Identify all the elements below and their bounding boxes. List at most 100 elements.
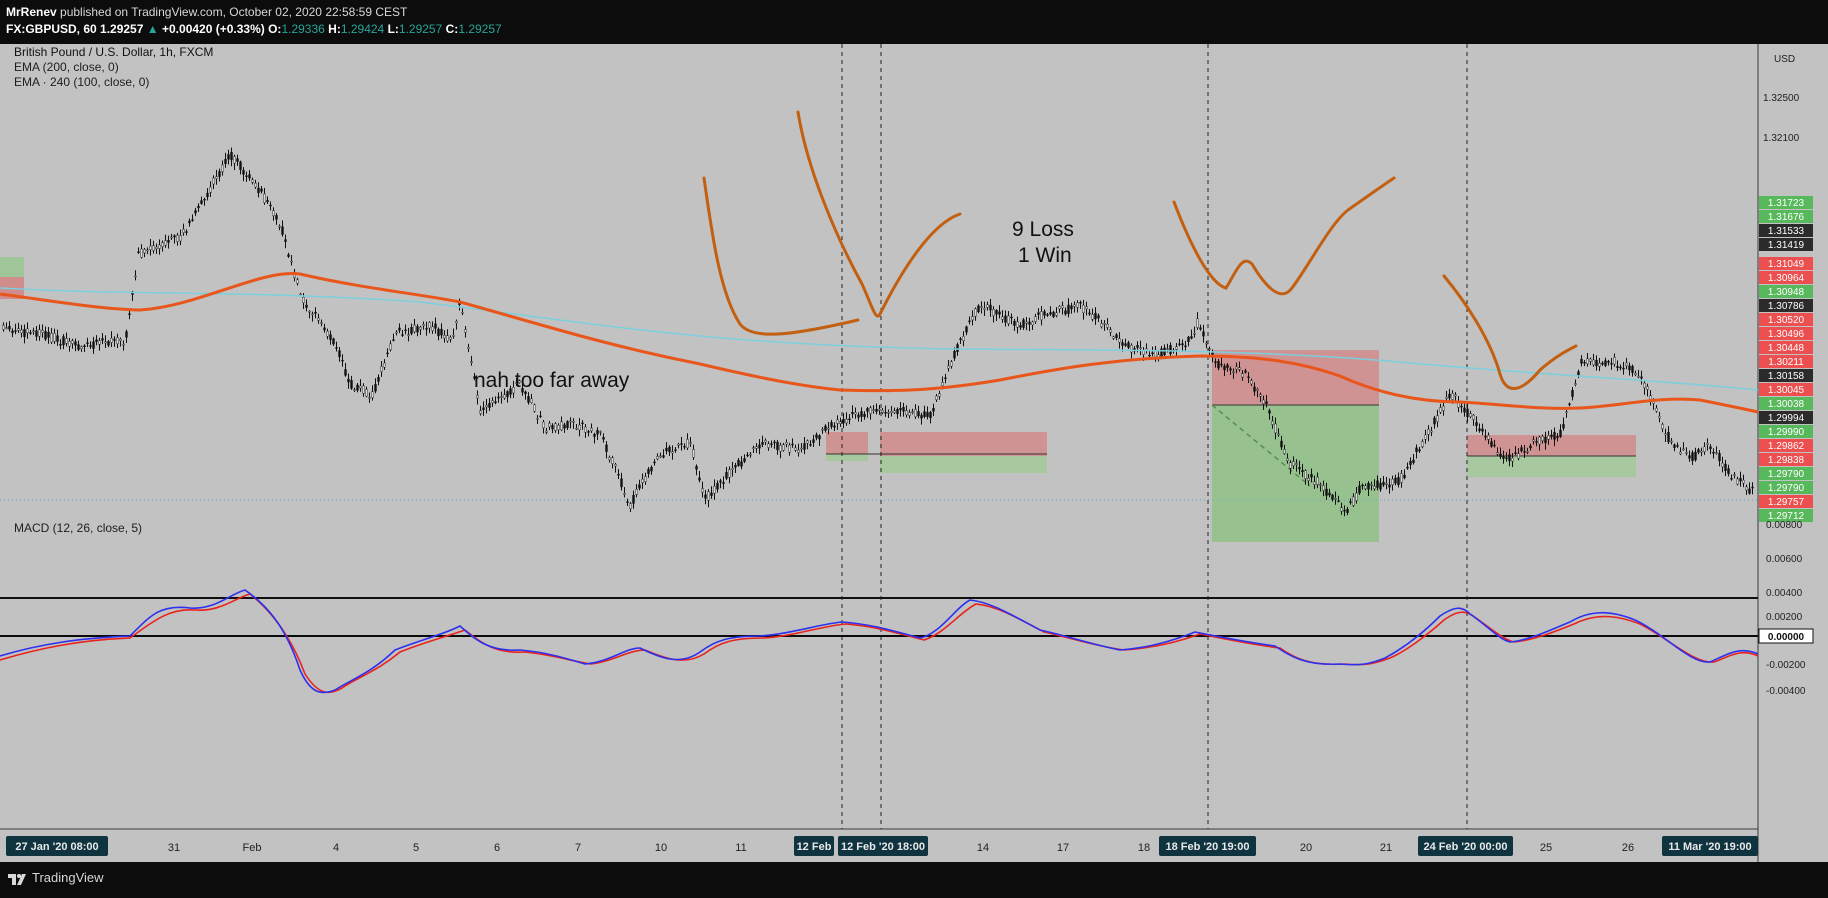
candle-body	[500, 396, 503, 398]
candle-body	[374, 384, 377, 392]
candle-body	[1319, 484, 1322, 486]
candle-body	[1136, 345, 1139, 348]
candle-body	[794, 447, 797, 451]
candle-body	[65, 338, 68, 344]
hand-drawn-curve	[796, 110, 962, 318]
candle-body	[677, 443, 680, 446]
candle-body	[332, 338, 335, 345]
candle-body	[1406, 466, 1409, 469]
candle-body	[821, 428, 824, 431]
candle-body	[215, 176, 218, 179]
candle-body	[1613, 357, 1616, 365]
candle-body	[542, 421, 545, 429]
price-label-text: 1.29838	[1768, 455, 1805, 466]
macd-zero-label-box	[1758, 628, 1814, 644]
candle-body	[1295, 463, 1298, 465]
candle-body	[110, 337, 113, 343]
candle-body	[1346, 509, 1349, 513]
legend-title[interactable]: British Pound / U.S. Dollar, 1h, FXCM	[14, 45, 214, 59]
legend-ema-240[interactable]: EMA · 240 (100, close, 0)	[14, 75, 150, 89]
price-axis-tick: 1.32100	[1763, 133, 1800, 144]
candle-body	[563, 424, 566, 429]
candle-body	[1466, 408, 1469, 418]
candle-body	[416, 326, 419, 333]
price-label-box	[1759, 224, 1813, 237]
chart-canvas[interactable]: 1.33000 USD 1.32500 1.32100 1.31723 1.31676 1.…	[0, 34, 1828, 862]
price-label-box	[1759, 467, 1813, 480]
macd-zero-label-text: 0.00000	[1768, 632, 1805, 643]
candle-body	[605, 444, 608, 452]
candle-body	[827, 427, 830, 430]
candle-body	[497, 396, 500, 399]
time-axis-highlight-text: 24 Feb '20 00:00	[1424, 841, 1508, 853]
candle-body	[908, 412, 911, 416]
time-axis-tick: 6	[494, 842, 500, 854]
note-text[interactable]: nah too far away	[474, 369, 630, 392]
legend-ema-200[interactable]: EMA (200, close, 0)	[14, 60, 119, 74]
candle-body	[623, 493, 626, 495]
candle-body	[1637, 375, 1640, 378]
candle-body	[314, 311, 317, 314]
chart-frame[interactable]: 1.33000 USD 1.32500 1.32100 1.31723 1.31676 1.…	[0, 34, 1828, 862]
candle-body	[383, 362, 386, 368]
author-name[interactable]: MrRenev	[6, 5, 57, 19]
candle-body	[947, 365, 950, 369]
candle-body	[1325, 488, 1328, 496]
candle-body	[410, 327, 413, 334]
candle-body	[200, 200, 203, 204]
candle-body	[1127, 342, 1130, 348]
stats-loss-text[interactable]: 9 Loss	[1012, 218, 1074, 241]
candle-body	[815, 434, 818, 439]
candle-body	[38, 329, 41, 337]
candle-body	[1169, 345, 1172, 355]
candle-body	[1574, 383, 1577, 385]
candle-body	[995, 309, 998, 315]
candle-body	[554, 423, 557, 431]
candle-body	[407, 334, 410, 336]
tradingview-logo[interactable]: TradingView	[8, 870, 104, 885]
price-axis-partial-label: 1.33000	[1764, 44, 1801, 45]
candle-body	[239, 161, 242, 170]
candle-body	[845, 418, 848, 424]
candle-body	[1037, 312, 1040, 315]
price-label-box	[1759, 196, 1813, 209]
candle-body	[1424, 434, 1427, 440]
candle-body	[602, 437, 605, 440]
price-label-text: 1.29790	[1768, 469, 1805, 480]
macd-axis-tick: -0.00200	[1766, 660, 1806, 671]
candle-body	[806, 440, 809, 444]
candle-body	[1610, 363, 1613, 365]
dashed-guides	[841, 44, 1468, 829]
candle-body	[962, 336, 965, 341]
candle-body	[1007, 315, 1010, 324]
price-label-box	[1759, 313, 1813, 326]
candle-body	[854, 412, 857, 415]
price-label-box	[1759, 285, 1813, 298]
candle-body	[251, 179, 254, 183]
candle-body	[842, 419, 845, 424]
candle-body	[152, 245, 155, 251]
stats-win-text[interactable]: 1 Win	[1018, 244, 1072, 267]
candle-body	[1355, 492, 1358, 501]
candle-body	[884, 412, 887, 414]
candle-body	[1013, 320, 1016, 326]
candle-body	[302, 297, 305, 303]
macd-legend[interactable]: MACD (12, 26, close, 5)	[14, 521, 143, 535]
price-label-box	[1759, 495, 1813, 508]
candle-body	[920, 415, 923, 419]
candle-body	[800, 447, 803, 450]
candle-body	[1010, 316, 1013, 319]
candle-body	[506, 391, 509, 398]
symbol[interactable]: FX:GBPUSD, 60	[6, 22, 97, 36]
candle-body	[1151, 352, 1154, 355]
candle-body	[1619, 366, 1622, 369]
price-label-box	[1759, 355, 1813, 368]
candle-body	[1700, 450, 1703, 453]
candle-body	[1073, 304, 1076, 307]
drawings[interactable]	[702, 110, 1578, 390]
candle-body	[1001, 316, 1004, 320]
candle-body	[1745, 486, 1748, 491]
trade-path-line	[1211, 404, 1311, 487]
candle-body	[89, 345, 92, 347]
candle-body	[1481, 428, 1484, 432]
